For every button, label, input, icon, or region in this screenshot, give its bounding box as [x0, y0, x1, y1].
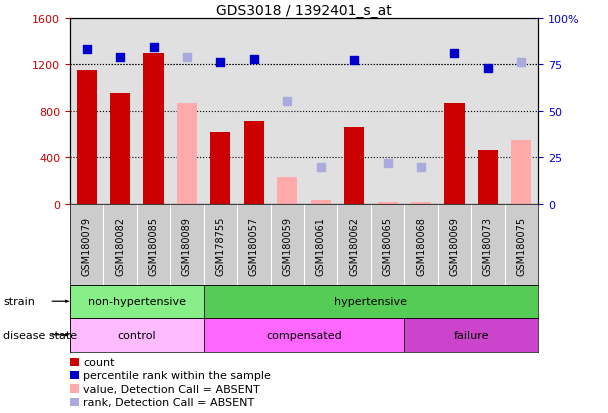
Bar [210, 133, 230, 204]
Point [383, 160, 393, 167]
Text: percentile rank within the sample: percentile rank within the sample [83, 370, 271, 380]
Point [349, 58, 359, 64]
Point [115, 54, 125, 61]
Bar [244, 122, 264, 204]
Point [249, 56, 259, 63]
Text: GSM180059: GSM180059 [282, 216, 292, 275]
Text: GSM180069: GSM180069 [449, 216, 460, 275]
Bar [478, 151, 498, 204]
Bar [511, 140, 531, 204]
Bar [411, 202, 431, 204]
Text: GSM180057: GSM180057 [249, 216, 259, 275]
Text: GSM180082: GSM180082 [115, 216, 125, 275]
Bar [70, 318, 204, 352]
Bar [110, 94, 130, 204]
Text: GSM180062: GSM180062 [349, 216, 359, 275]
Point [517, 60, 527, 66]
Text: value, Detection Call = ABSENT: value, Detection Call = ABSENT [83, 384, 260, 394]
Bar [404, 318, 538, 352]
Bar [143, 53, 164, 204]
Bar [177, 103, 197, 204]
Text: GSM180085: GSM180085 [148, 216, 159, 275]
Text: GSM180073: GSM180073 [483, 216, 493, 275]
Title: GDS3018 / 1392401_s_at: GDS3018 / 1392401_s_at [216, 4, 392, 18]
Bar [378, 202, 398, 204]
Text: GSM180061: GSM180061 [316, 216, 326, 275]
Text: GSM178755: GSM178755 [215, 216, 226, 276]
Bar [311, 201, 331, 204]
Point [316, 164, 326, 171]
Text: strain: strain [3, 297, 35, 306]
Point [449, 50, 460, 57]
Point [81, 47, 91, 53]
Bar [204, 285, 538, 318]
Text: GSM180089: GSM180089 [182, 216, 192, 275]
Bar [444, 103, 465, 204]
Bar [77, 71, 97, 204]
Bar [70, 285, 204, 318]
Point [148, 45, 158, 52]
Text: hypertensive: hypertensive [334, 297, 407, 306]
Text: count: count [83, 357, 115, 367]
Point [215, 60, 225, 66]
Text: GSM180079: GSM180079 [81, 216, 92, 275]
Text: rank, Detection Call = ABSENT: rank, Detection Call = ABSENT [83, 397, 255, 407]
Point [416, 164, 426, 171]
Bar [204, 318, 404, 352]
Point [483, 65, 493, 72]
Bar [344, 128, 364, 204]
Text: GSM180068: GSM180068 [416, 216, 426, 275]
Text: control: control [117, 330, 156, 340]
Text: GSM180065: GSM180065 [382, 216, 393, 275]
Point [182, 54, 192, 61]
Point [282, 99, 292, 105]
Text: disease state: disease state [3, 330, 77, 340]
Text: compensated: compensated [266, 330, 342, 340]
Text: failure: failure [454, 330, 489, 340]
Text: non-hypertensive: non-hypertensive [88, 297, 186, 306]
Text: GSM180075: GSM180075 [516, 216, 527, 275]
Bar [277, 178, 297, 204]
